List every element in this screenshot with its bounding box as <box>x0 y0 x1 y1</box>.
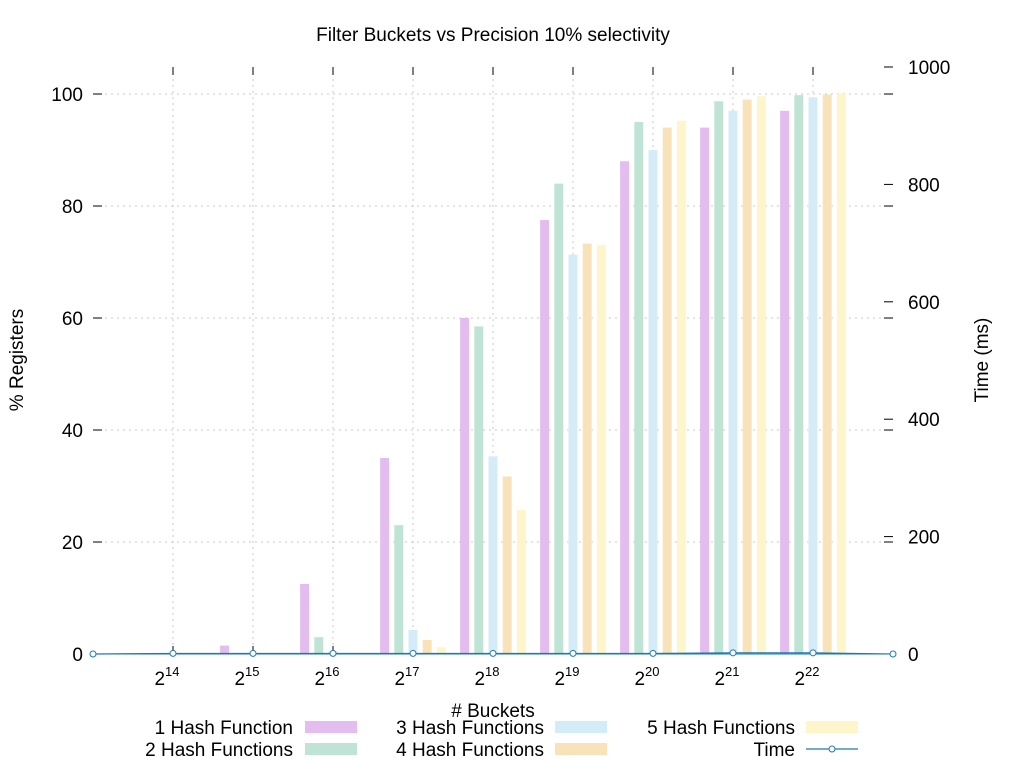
x-axis-label: # Buckets <box>451 701 534 722</box>
bar-series-1 <box>300 584 310 654</box>
legend-swatch <box>305 721 357 733</box>
time-point <box>649 649 657 657</box>
time-point <box>169 649 177 657</box>
bar-series-5 <box>676 120 686 654</box>
bar-series-3 <box>648 150 658 654</box>
y2-tick-label: 200 <box>908 528 940 549</box>
bar-series-4 <box>582 243 592 654</box>
y-tick-label: 100 <box>51 85 83 106</box>
x-tick-label: 218 <box>474 664 499 690</box>
y-tick-label: 0 <box>72 645 83 666</box>
bar-series-3 <box>728 110 738 655</box>
bar-series-4 <box>822 94 832 654</box>
bars-layer <box>140 94 846 655</box>
time-point <box>489 649 497 657</box>
legend-swatch <box>806 721 858 733</box>
x-tick-label: 215 <box>234 664 259 690</box>
x-tick-label: 214 <box>154 664 179 690</box>
legend-label: 3 Hash Functions <box>396 718 544 739</box>
bar-series-2 <box>394 525 404 654</box>
bar-series-2 <box>314 637 324 654</box>
bar-series-5 <box>436 647 446 654</box>
bar-series-1 <box>220 645 230 654</box>
bar-series-3 <box>808 97 818 655</box>
legend-label: Time <box>753 740 795 761</box>
bar-series-1 <box>780 110 790 655</box>
y2-tick-label: 800 <box>908 175 940 196</box>
bar-series-2 <box>474 326 484 654</box>
bar-series-2 <box>634 122 644 654</box>
legend-line-marker <box>828 745 836 753</box>
y2-tick-label: 600 <box>908 293 940 314</box>
bar-series-1 <box>620 161 630 654</box>
legend-swatch <box>555 721 607 733</box>
time-point <box>409 649 417 657</box>
time-point <box>249 649 257 657</box>
y2-axis-label: Time (ms) <box>972 318 993 403</box>
y2-tick-label: 400 <box>908 410 940 431</box>
x-tick-label: 216 <box>314 664 339 690</box>
bar-series-5 <box>516 510 526 654</box>
y-axis-label: % Registers <box>7 309 28 411</box>
bar-series-1 <box>700 127 710 655</box>
y2-tick-label: 0 <box>908 645 919 666</box>
bar-series-4 <box>742 99 752 655</box>
x-tick-label: 219 <box>554 664 579 690</box>
legend-label: 2 Hash Functions <box>145 740 293 761</box>
x-tick-label: 221 <box>714 664 739 690</box>
bar-series-2 <box>554 183 564 654</box>
time-point <box>89 650 97 658</box>
bar-series-5 <box>836 94 846 654</box>
y-tick-label: 60 <box>62 309 83 330</box>
legend-label: 4 Hash Functions <box>396 740 544 761</box>
legend-label: 5 Hash Functions <box>647 718 795 739</box>
y-tick-label: 20 <box>62 533 83 554</box>
legend-swatch <box>555 743 607 755</box>
x-tick-label: 220 <box>634 664 659 690</box>
x-tick-label: 217 <box>394 664 419 690</box>
bar-series-2 <box>794 95 804 655</box>
bar-series-4 <box>422 640 432 654</box>
bar-series-5 <box>756 96 766 655</box>
bar-series-3 <box>488 456 498 654</box>
time-point <box>569 649 577 657</box>
time-point <box>809 649 817 657</box>
legend-label: 1 Hash Function <box>155 718 293 739</box>
time-line-layer <box>89 649 897 658</box>
bar-series-1 <box>460 318 470 654</box>
time-point <box>889 650 897 658</box>
x-tick-label: 222 <box>794 664 819 690</box>
y-tick-label: 80 <box>62 197 83 218</box>
time-point <box>329 649 337 657</box>
chart-title: Filter Buckets vs Precision 10% selectiv… <box>316 25 670 46</box>
bar-series-1 <box>380 458 390 654</box>
bar-series-2 <box>714 101 724 654</box>
bar-series-3 <box>568 254 578 654</box>
bar-series-1 <box>540 220 550 654</box>
y-tick-label: 40 <box>62 421 83 442</box>
time-point <box>729 649 737 657</box>
legend-swatch <box>305 743 357 755</box>
y2-tick-label: 1000 <box>908 58 950 79</box>
bar-series-3 <box>408 629 418 654</box>
bar-series-4 <box>502 476 512 654</box>
bar-series-4 <box>662 127 672 655</box>
bar-series-5 <box>596 245 606 654</box>
